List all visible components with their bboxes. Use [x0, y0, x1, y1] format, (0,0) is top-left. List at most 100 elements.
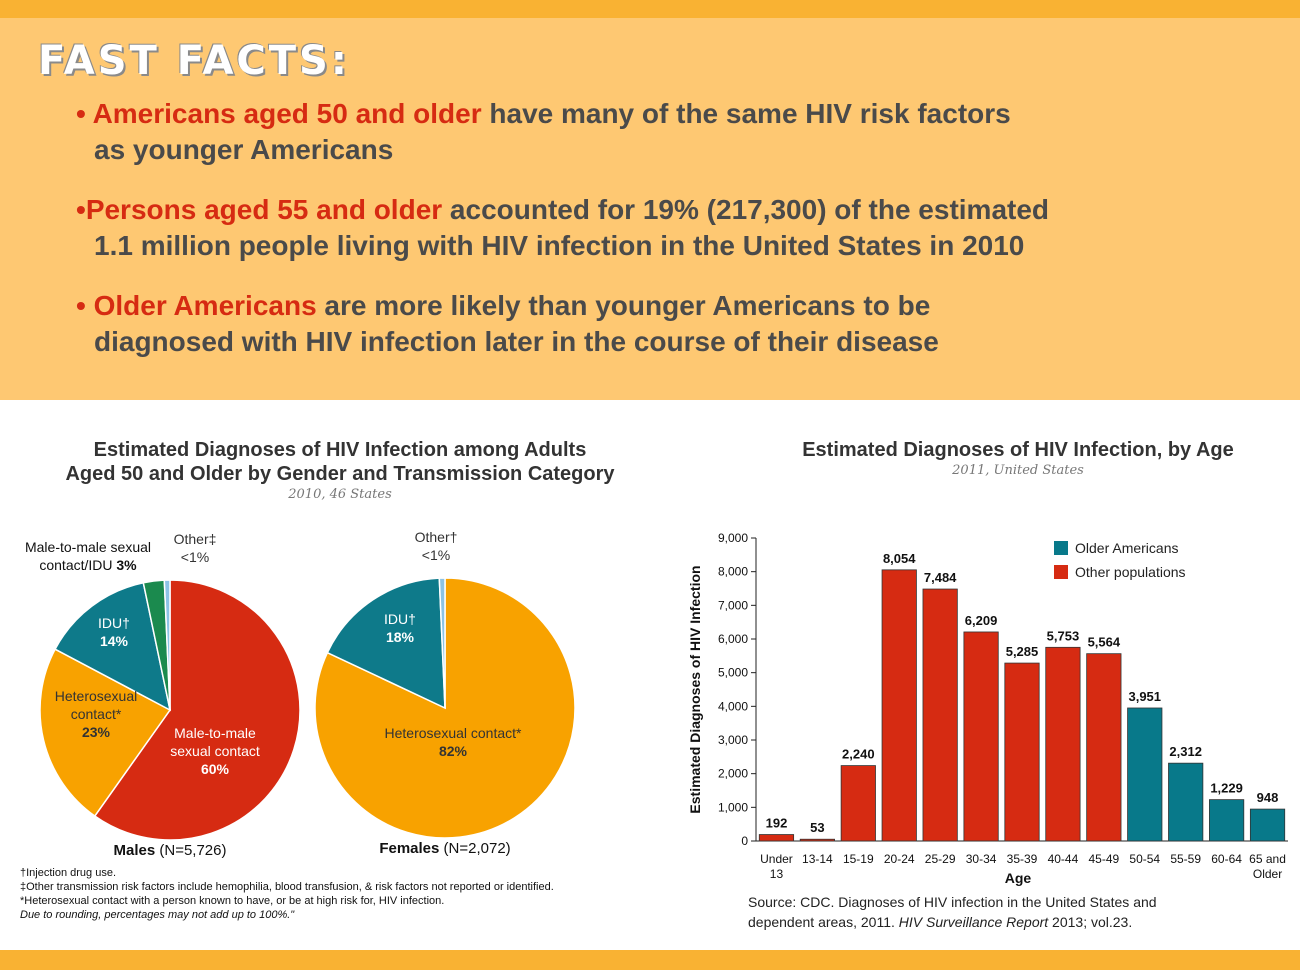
svg-text:contact/IDU 3%: contact/IDU 3%: [39, 557, 137, 573]
svg-text:<1%: <1%: [181, 549, 209, 565]
bar: [1004, 662, 1040, 842]
bar: [1086, 653, 1122, 842]
svg-text:IDU†: IDU†: [98, 615, 130, 631]
bar-value-label: 6,209: [965, 613, 998, 628]
bar-value-label: 2,240: [842, 747, 875, 762]
bar: [963, 631, 999, 842]
footnote-heterosexual: *Heterosexual contact with a person know…: [20, 895, 445, 907]
bar-value-label: 2,312: [1169, 744, 1202, 759]
svg-text:23%: 23%: [82, 724, 111, 740]
bar: [1168, 762, 1204, 842]
svg-text:60%: 60%: [201, 761, 230, 777]
pie-slice: [54, 581, 172, 712]
pie-charts: Male-to-male sexual contact 60% Heterosexua…: [25, 529, 576, 859]
pie-slice-label: Male-to-male sexual contact 60%: [170, 725, 260, 777]
bar-value-label: 948: [1257, 790, 1279, 805]
bar: [881, 569, 917, 842]
svg-text:Male-to-male sexual: Male-to-male sexual: [25, 539, 151, 555]
svg-text:Other‡: Other‡: [174, 531, 217, 547]
x-tick-label: 30-34: [966, 852, 997, 866]
pie-slice-label: IDU† 14%: [98, 615, 130, 649]
y-tick-label: 8,000: [718, 565, 748, 579]
pie-caption: Males (N=5,726): [114, 842, 227, 859]
svg-text:18%: 18%: [386, 629, 415, 645]
x-tick-label: 13: [770, 867, 784, 881]
svg-text:82%: 82%: [439, 743, 468, 759]
bar: [1127, 707, 1163, 842]
bar-chart-subtitle: 2011, United States: [952, 463, 1084, 478]
bar-value-label: 7,484: [924, 570, 957, 585]
pie-slice: [314, 577, 576, 839]
legend-swatch: [1054, 565, 1068, 579]
pie-slice-label: Heterosexual contact* 82%: [385, 725, 523, 759]
svg-text:IDU†: IDU†: [384, 611, 416, 627]
x-tick-label: 15-19: [843, 852, 874, 866]
y-tick-label: 5,000: [718, 666, 748, 680]
x-tick-label: 20-24: [884, 852, 915, 866]
y-tick-label: 1,000: [718, 800, 748, 814]
pie-females: Heterosexual contact* 82% IDU† 18% Other† <1%…: [314, 529, 576, 857]
fast-facts-heading: FAST FACTS:: [38, 38, 350, 84]
bar-value-label: 3,951: [1128, 689, 1161, 704]
bar: [758, 834, 795, 842]
pie-slice-label: Other† <1%: [415, 529, 458, 563]
bar-value-label: 192: [766, 816, 788, 831]
bar-chart-title: Estimated Diagnoses of HIV Infection, by…: [802, 439, 1234, 461]
pie-males: Male-to-male sexual contact 60% Heterosexua…: [25, 531, 301, 859]
pie-slice-label: Other‡ <1%: [174, 531, 217, 565]
legend-label: Older Americans: [1075, 540, 1178, 556]
x-tick-label: 50-54: [1129, 852, 1160, 866]
footnote-idu: †Injection drug use.: [20, 867, 117, 879]
y-tick-label: 4,000: [718, 699, 748, 713]
x-tick-label: 40-44: [1048, 852, 1079, 866]
bar: [1209, 799, 1245, 842]
y-tick-label: 2,000: [718, 767, 748, 781]
svg-text:<1%: <1%: [422, 547, 450, 563]
pie-slice-label: IDU† 18%: [384, 611, 416, 645]
bar-value-label: 1,229: [1210, 781, 1243, 796]
y-tick-label: 3,000: [718, 733, 748, 747]
x-tick-label: 13-14: [802, 852, 833, 866]
svg-text:Male-to-male: Male-to-male: [174, 725, 256, 741]
legend-item: Other populations: [1054, 564, 1186, 580]
bar: [922, 588, 958, 842]
y-tick-label: 9,000: [718, 531, 748, 545]
x-tick-label: 65 and: [1249, 852, 1286, 866]
x-tick-label: Older: [1253, 867, 1282, 881]
bar: [840, 765, 876, 842]
legend-label: Other populations: [1075, 564, 1186, 580]
pie-chart-title: Estimated Diagnoses of HIV Infection amo…: [65, 439, 615, 485]
bar-value-label: 5,285: [1006, 644, 1039, 659]
pie-slice: [163, 579, 171, 711]
svg-text:14%: 14%: [100, 633, 129, 649]
x-tick-label: 35-39: [1007, 852, 1038, 866]
pie-caption: Females (N=2,072): [379, 840, 510, 857]
pie-slice: [438, 577, 446, 709]
bar: [1249, 808, 1286, 842]
x-tick-label: Under: [760, 852, 793, 866]
pie-slice: [93, 579, 301, 841]
pie-slice-label: Heterosexual contact* 23%: [55, 688, 138, 740]
pie-footnotes: †Injection drug use. ‡Other transmission…: [20, 866, 554, 922]
x-tick-label: 60-64: [1211, 852, 1242, 866]
bar-value-label: 53: [810, 820, 824, 835]
svg-text:contact*: contact*: [71, 706, 122, 722]
pie-slice: [326, 577, 446, 710]
y-tick-label: 7,000: [718, 598, 748, 612]
x-axis-title: Age: [1005, 870, 1032, 886]
svg-text:Heterosexual: Heterosexual: [55, 688, 138, 704]
source-note: Source: CDC. Diagnoses of HIV infection …: [748, 894, 1157, 930]
bar-value-label: 5,753: [1047, 628, 1080, 643]
svg-text:Heterosexual contact*: Heterosexual contact*: [385, 725, 523, 741]
pie-slice-label: Male-to-male sexual contact/IDU 3%: [25, 539, 151, 573]
y-tick-label: 0: [741, 834, 748, 848]
svg-text:Other†: Other†: [415, 529, 458, 545]
fact-item-2: •Persons aged 55 and older accounted for…: [76, 194, 1050, 261]
top-stripe: [0, 0, 1300, 18]
x-tick-label: 45-49: [1088, 852, 1119, 866]
pie-slice: [39, 648, 172, 818]
pie-chart-subtitle: 2010, 46 States: [288, 487, 392, 502]
x-tick-label: 55-59: [1170, 852, 1201, 866]
fact-item-1: • Americans aged 50 and older have many …: [76, 98, 1011, 165]
bar-value-label: 5,564: [1088, 635, 1121, 650]
